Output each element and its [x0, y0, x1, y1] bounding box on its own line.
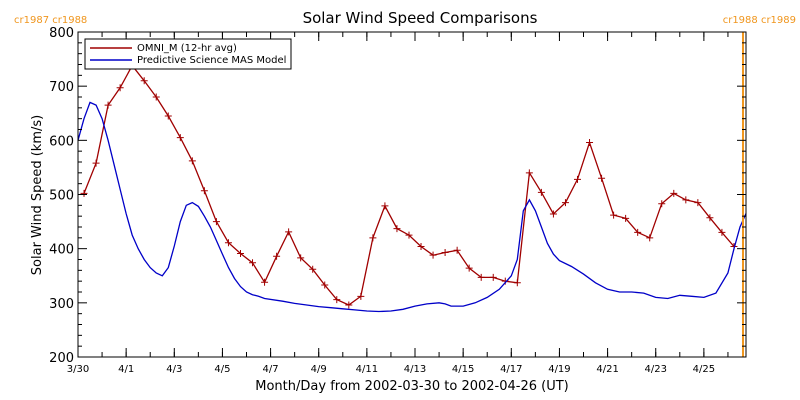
x-tick-label: 4/15 [452, 364, 474, 375]
data-point [537, 188, 545, 196]
data-point [116, 84, 124, 92]
x-tick-label: 4/21 [596, 364, 618, 375]
data-point [513, 279, 521, 287]
data-point [176, 134, 184, 142]
data-point [453, 246, 461, 254]
x-tick-label: 4/25 [693, 364, 715, 375]
data-point [333, 296, 341, 304]
data-point [549, 210, 557, 218]
chart-title: Solar Wind Speed Comparisons [303, 9, 538, 27]
y-tick-label: 800 [49, 26, 74, 41]
y-tick-label: 300 [49, 297, 74, 312]
data-point [309, 265, 317, 273]
y-tick-label: 700 [49, 80, 74, 95]
data-point [188, 157, 196, 165]
x-axis-ticks: 3/30 4/1 4/3 4/5 4/7 4/9 4/11 4/13 4/15 4/17 4/19 4… [67, 32, 729, 375]
x-tick-label: 4/9 [311, 364, 327, 375]
data-point [297, 254, 305, 262]
x-tick-label: 4/3 [166, 364, 182, 375]
y-tick-label: 500 [49, 189, 74, 204]
data-point [92, 159, 100, 167]
data-point [236, 250, 244, 258]
y-axis-label: Solar Wind Speed (km/s) [30, 115, 45, 275]
x-tick-label: 4/1 [118, 364, 134, 375]
data-point [622, 214, 630, 222]
data-point [441, 248, 449, 256]
x-tick-label: 4/11 [356, 364, 378, 375]
x-axis-label: Month/Day from 2002-03-30 to 2002-04-26 … [255, 379, 568, 394]
data-point [369, 234, 377, 242]
x-tick-label: 4/19 [548, 364, 570, 375]
y-tick-label: 400 [49, 243, 74, 258]
x-tick-label: 3/30 [67, 364, 89, 375]
data-point [561, 199, 569, 207]
data-point [224, 239, 232, 247]
data-point [249, 259, 257, 267]
x-tick-label: 4/17 [500, 364, 522, 375]
data-point [381, 202, 389, 210]
data-point [321, 281, 329, 289]
data-point [405, 231, 413, 239]
x-tick-label: 4/7 [263, 364, 279, 375]
data-point [417, 243, 425, 250]
data-point [525, 169, 533, 177]
data-point [586, 139, 594, 146]
data-point [573, 175, 581, 183]
data-point [200, 187, 208, 195]
series-line-1 [77, 101, 747, 313]
y-axis-ticks: 200 300 400 500 600 700 800 [49, 26, 746, 366]
data-point [285, 228, 293, 236]
data-point [261, 278, 269, 286]
data-point [658, 200, 666, 208]
carrington-label-left: cr1987 cr1988 [14, 15, 87, 26]
legend-label-mas: Predictive Science MAS Model [137, 55, 286, 66]
data-point [694, 199, 702, 207]
data-point [140, 77, 148, 85]
data-point [634, 228, 642, 236]
data-point [357, 292, 365, 300]
data-point [345, 301, 353, 309]
data-point [598, 174, 606, 182]
data-point [152, 93, 160, 101]
data-point [80, 189, 88, 197]
x-tick-label: 4/5 [214, 364, 230, 375]
data-point [489, 273, 497, 281]
data-point [610, 211, 618, 219]
data-point [104, 101, 112, 109]
data-point [646, 234, 654, 242]
legend-label-omni: OMNI_M (12-hr avg) [137, 43, 237, 54]
y-tick-label: 600 [49, 134, 74, 149]
data-point [465, 264, 473, 272]
data-point [682, 196, 690, 204]
legend: OMNI_M (12-hr avg) Predictive Science MA… [84, 38, 292, 70]
x-tick-label: 4/13 [404, 364, 426, 375]
carrington-label-right: cr1988 cr1989 [723, 15, 796, 26]
data-point [429, 251, 437, 259]
data-point [212, 218, 220, 226]
data-point [706, 214, 714, 222]
data-point [718, 228, 726, 236]
data-point [670, 189, 678, 197]
legend-box [84, 38, 292, 70]
data-point [477, 273, 485, 281]
data-point [273, 252, 281, 260]
y-tick-label: 200 [49, 351, 74, 366]
data-point [393, 225, 401, 233]
data-point [164, 112, 172, 120]
x-tick-label: 4/23 [644, 364, 666, 375]
